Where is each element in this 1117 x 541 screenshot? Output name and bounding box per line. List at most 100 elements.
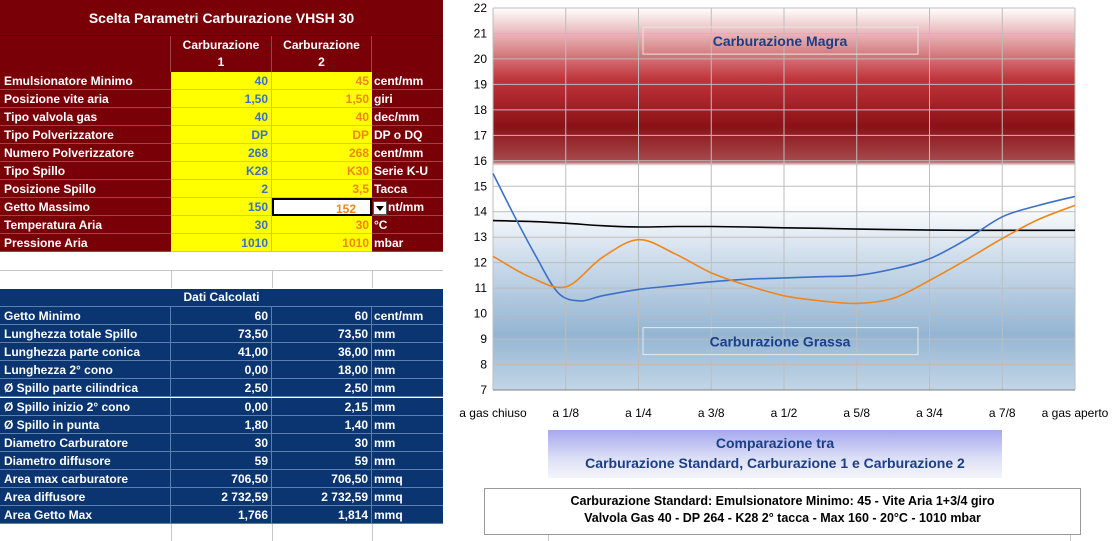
calc-value-carb2: 60 [272,307,372,326]
y-tick-label: 22 [474,1,488,15]
param-value-carb1[interactable]: 1010 [171,234,272,252]
calc-unit: mm [372,397,443,416]
calc-value-carb2: 1,40 [272,415,372,434]
y-tick-label: 15 [474,179,488,193]
y-tick-label: 18 [474,103,488,117]
calc-value-carb1: 30 [171,433,272,452]
calc-value-carb2: 30 [272,433,372,452]
y-tick-label: 9 [480,332,487,346]
param-value-carb2[interactable]: DP [272,126,372,144]
x-tick-label: a 3/4 [916,406,943,420]
params-header-blank [0,36,171,72]
param-value-carb1[interactable]: 30 [171,216,272,234]
param-unit: cent/mm [372,72,443,90]
x-tick-label: a 1/2 [771,406,798,420]
calc-value-carb1: 0,00 [171,361,272,380]
col1-header: Carburazione 1 [171,36,272,72]
col1-header-line2: 1 [217,55,225,69]
annotation-box [642,26,919,55]
calc-value-carb2: 2 732,59 [272,488,372,507]
param-value-carb2[interactable]: 40 [272,108,372,126]
calc-value-carb1: 73,50 [171,325,272,344]
y-tick-label: 7 [480,383,487,397]
y-tick-label: 11 [475,281,488,295]
y-tick-label: 8 [480,358,487,372]
param-value-carb1[interactable]: 2 [171,180,272,198]
calc-value-carb1: 706,50 [171,469,272,488]
calc-unit: cent/mm [372,307,443,326]
x-tick-label: a 3/8 [698,406,725,420]
calc-unit: mm [372,325,443,344]
calc-value-carb1: 2,50 [171,379,272,398]
calc-label: Ø Spillo parte cilindrica [0,379,171,398]
param-value-carb1[interactable]: K28 [171,162,272,180]
annotation-box [642,327,919,356]
dropdown-arrow-button[interactable] [373,201,387,215]
param-unit: DP o DQ [372,126,443,144]
grid-line [272,524,273,541]
param-value-carb2[interactable]: 152 [272,198,372,216]
calc-label: Area max carburatore [0,469,171,488]
calc-unit: mmq [372,469,443,488]
param-value-carb2[interactable]: 268 [272,144,372,162]
param-value-carb2[interactable]: 3,5 [272,180,372,198]
x-axis-ticks: a gas chiuso a 1/8 a 1/4 a 3/8 a 1/2 a 5/8 a 3… [459,406,1108,420]
param-label: Posizione Spillo [0,180,171,198]
y-tick-label: 17 [474,128,488,142]
calc-value-carb2: 1,814 [272,506,372,525]
calc-label: Ø Spillo in punta [0,415,171,434]
calc-label: Area diffusore [0,488,171,507]
param-value-carb2[interactable]: 1,50 [272,90,372,108]
calc-unit: mm [372,361,443,380]
calc-unit: mm [372,379,443,398]
calc-label: Lunghezza totale Spillo [0,325,171,344]
param-value-carb2[interactable]: 45 [272,72,372,90]
param-unit: Serie K-U [372,162,443,180]
param-value-carb1[interactable]: 1,50 [171,90,272,108]
calc-value-carb2: 2,15 [272,397,372,416]
info-line2: Valvola Gas 40 - DP 264 - K28 2° tacca -… [584,511,981,525]
calc-unit: mm [372,433,443,452]
param-value-carb1[interactable]: DP [171,126,272,144]
y-tick-label: 16 [474,154,488,168]
calc-title: Dati Calcolati [0,289,443,307]
param-value-carb1[interactable]: 40 [171,108,272,126]
param-value-carb2[interactable]: 30 [272,216,372,234]
param-value-carb2[interactable]: 1010 [272,234,372,252]
standard-info-box: Carburazione Standard: Emulsionatore Min… [484,488,1081,535]
x-tick-label: a 1/4 [625,406,652,420]
comparison-line2: Carburazione Standard, Carburazione 1 e … [585,455,965,471]
param-unit: Tacca [372,180,443,198]
param-value-carb1[interactable]: 40 [171,72,272,90]
grid-line [171,270,172,288]
param-value-carb2[interactable]: K30 [272,162,372,180]
params-title: Scelta Parametri Carburazione VHSH 30 [0,0,443,36]
calc-label: Getto Minimo [0,307,171,326]
chevron-down-icon [376,206,384,211]
calc-value-carb1: 41,00 [171,343,272,362]
param-unit: nt/mm [372,198,443,216]
param-value-carb1[interactable]: 268 [171,144,272,162]
series-line-1 [492,173,1076,302]
chart-annotations: Carburazione Magra Carburazione Grassa [642,26,919,356]
calc-value-carb1: 2 732,59 [171,488,272,507]
x-tick-label: a gas chiuso [459,406,527,420]
param-value-carb1[interactable]: 150 [171,198,272,216]
calc-value-carb1: 60 [171,307,272,326]
calc-unit: mmq [372,488,443,507]
param-unit: °C [372,216,443,234]
calc-unit: mm [372,343,443,362]
param-unit: dec/mm [372,108,443,126]
calc-value-carb2: 59 [272,451,372,470]
calc-label: Area Getto Max [0,506,171,525]
chart-series [492,173,1076,305]
param-label: Tipo Polverizzatore [0,126,171,144]
param-unit: giri [372,90,443,108]
calc-unit: mm [372,451,443,470]
calc-unit: mm [372,415,443,434]
calc-value-carb1: 59 [171,451,272,470]
calc-unit: mmq [372,506,443,525]
calc-value-carb2: 18,00 [272,361,372,380]
param-label: Tipo valvola gas [0,108,171,126]
